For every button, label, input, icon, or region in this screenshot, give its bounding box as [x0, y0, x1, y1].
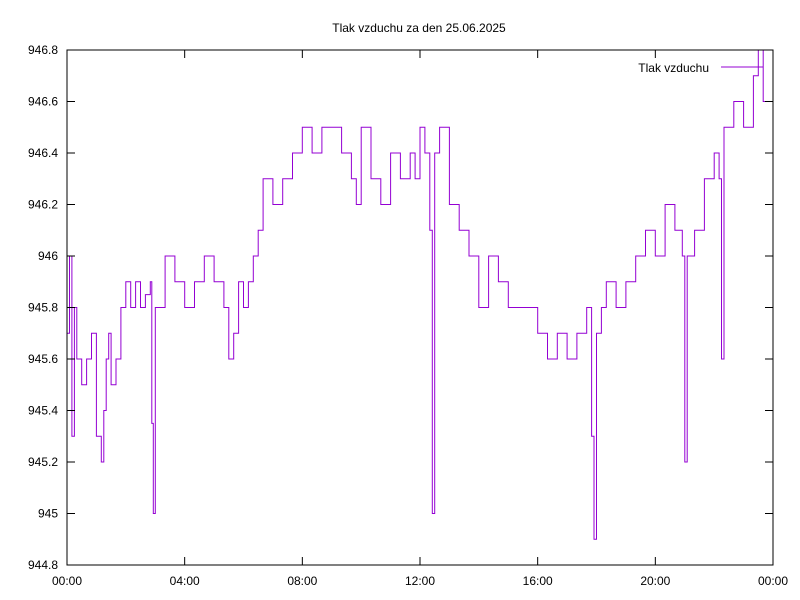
y-tick-label-10: 946.8: [28, 43, 58, 57]
y-tick-label-9: 946.6: [28, 95, 58, 109]
y-tick-label-7: 946.2: [28, 198, 58, 212]
y-tick-label-1: 945: [38, 507, 58, 521]
x-tick-label-3: 12:00: [405, 574, 435, 588]
y-tick-label-6: 946: [38, 249, 58, 263]
x-tick-label-1: 04:00: [170, 574, 200, 588]
x-tick-label-4: 16:00: [523, 574, 553, 588]
y-tick-label-3: 945.4: [28, 404, 58, 418]
y-tick-label-5: 945.8: [28, 301, 58, 315]
y-tick-label-4: 945.6: [28, 352, 58, 366]
chart-title: Tlak vzduchu za den 25.06.2025: [332, 21, 506, 35]
y-tick-label-2: 945.2: [28, 455, 58, 469]
series-line-0: [67, 49, 774, 540]
legend: Tlak vzduchu: [638, 61, 763, 75]
x-tick-label-0: 00:00: [52, 574, 82, 588]
x-tick-label-5: 20:00: [640, 574, 670, 588]
legend-label: Tlak vzduchu: [638, 61, 709, 75]
y-tick-label-8: 946.4: [28, 146, 58, 160]
x-tick-label-6: 00:00: [758, 574, 788, 588]
x-tick-label-2: 08:00: [287, 574, 317, 588]
y-tick-label-0: 944.8: [28, 558, 58, 572]
series-layer: [67, 49, 774, 540]
ticks-layer: 944.8 945 945.2 945.4 945.6 945.8 946 946.2 946.…: [28, 43, 788, 588]
